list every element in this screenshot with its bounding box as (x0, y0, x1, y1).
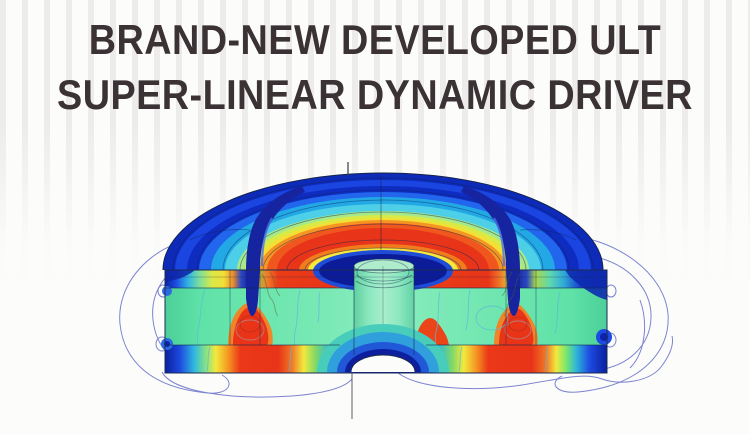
vent-notch (317, 324, 449, 373)
voice-coil-left (246, 186, 305, 316)
edge-hotspot (162, 286, 172, 296)
page-title: BRAND-NEW DEVELOPED ULT SUPER-LINEAR DYN… (38, 12, 713, 122)
driver-simulation-figure (0, 134, 750, 434)
section-outlines (164, 265, 608, 374)
field-contour-lines (119, 233, 673, 398)
face-contours (196, 289, 561, 372)
rim-wrap-left (165, 270, 195, 282)
edge-hotspot (600, 333, 608, 341)
headline-line-2: SUPER-LINEAR DYNAMIC DRIVER (57, 71, 693, 118)
headline-line-1: BRAND-NEW DEVELOPED ULT (88, 16, 662, 63)
fea-driver-cross-section (119, 162, 673, 419)
axis-line (347, 162, 353, 419)
rim-wrap-right (565, 270, 607, 300)
flux-hotspot-left (228, 302, 273, 345)
